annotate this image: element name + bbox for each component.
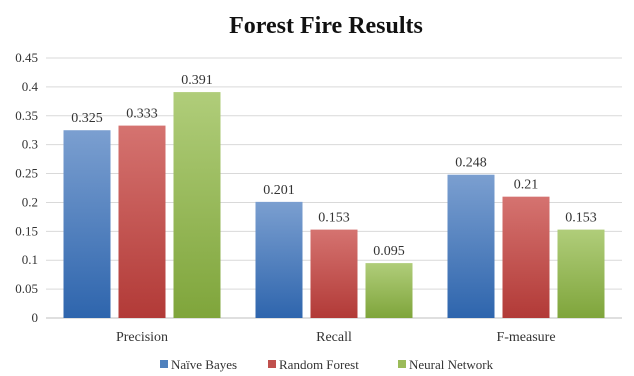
legend-swatch (398, 360, 406, 368)
data-label: 0.333 (126, 107, 158, 122)
y-tick-label: 0.45 (15, 50, 38, 65)
bar (365, 263, 413, 318)
data-label: 0.095 (373, 244, 405, 259)
bars (63, 92, 605, 318)
data-label: 0.21 (514, 178, 539, 193)
y-axis-ticks: 0 0.05 0.1 0.15 0.2 0.25 0.3 0.35 0.4 0.45 (15, 50, 38, 325)
legend-swatch (160, 360, 168, 368)
legend-swatch (268, 360, 276, 368)
data-label: 0.248 (455, 156, 487, 171)
bar (447, 174, 495, 318)
bar (557, 229, 605, 318)
legend-label: Neural Network (409, 357, 494, 372)
x-axis-categories: Precision Recall F-measure (116, 330, 556, 345)
data-labels: 0.325 0.333 0.391 0.201 0.153 0.095 0.248 0.21 0… (71, 73, 597, 259)
bar (173, 92, 221, 318)
bar (502, 196, 550, 318)
category-label: Recall (316, 330, 352, 345)
y-tick-label: 0.2 (22, 194, 38, 209)
data-label: 0.153 (318, 211, 350, 226)
legend: Naïve Bayes Random Forest Neural Network (160, 357, 494, 372)
y-tick-label: 0.3 (22, 137, 38, 152)
legend-label: Random Forest (279, 357, 359, 372)
bar (255, 201, 303, 318)
legend-label: Naïve Bayes (171, 357, 237, 372)
y-tick-label: 0.35 (15, 108, 38, 123)
data-label: 0.153 (565, 211, 597, 226)
bar (310, 229, 358, 318)
y-tick-label: 0 (32, 310, 39, 325)
data-label: 0.201 (263, 183, 295, 198)
data-label: 0.391 (181, 73, 213, 88)
category-label: Precision (116, 330, 168, 345)
data-label: 0.325 (71, 111, 103, 126)
y-tick-label: 0.25 (15, 166, 38, 181)
y-tick-label: 0.05 (15, 281, 38, 296)
y-tick-label: 0.1 (22, 252, 38, 267)
y-tick-label: 0.4 (22, 79, 39, 94)
bar (63, 130, 111, 318)
chart-title: Forest Fire Results (229, 13, 423, 39)
y-tick-label: 0.15 (15, 223, 38, 238)
bar (118, 125, 166, 318)
category-label: F-measure (496, 330, 555, 345)
